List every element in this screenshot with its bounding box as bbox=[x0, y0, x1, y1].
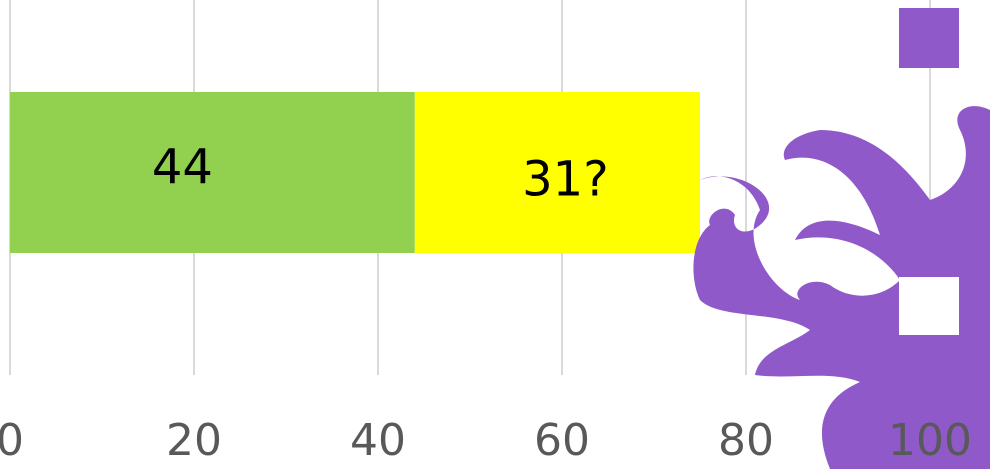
chart: 44 31? 0 20 40 60 80 100 bbox=[0, 0, 990, 469]
x-tick-label: 20 bbox=[166, 415, 222, 466]
purple-square bbox=[899, 8, 959, 68]
x-tick-label: 0 bbox=[0, 415, 24, 466]
white-square bbox=[899, 277, 959, 335]
x-tick-label: 60 bbox=[534, 415, 590, 466]
x-tick-label: 80 bbox=[718, 415, 774, 466]
x-tick-label: 40 bbox=[350, 415, 406, 466]
data-label: 31? bbox=[522, 152, 609, 208]
data-label: 44 bbox=[152, 140, 213, 196]
bars: 44 31? bbox=[10, 92, 700, 253]
page: 4431? 020406080100 (() => { const data =… bbox=[0, 0, 990, 469]
x-tick-label: 100 bbox=[888, 415, 972, 466]
